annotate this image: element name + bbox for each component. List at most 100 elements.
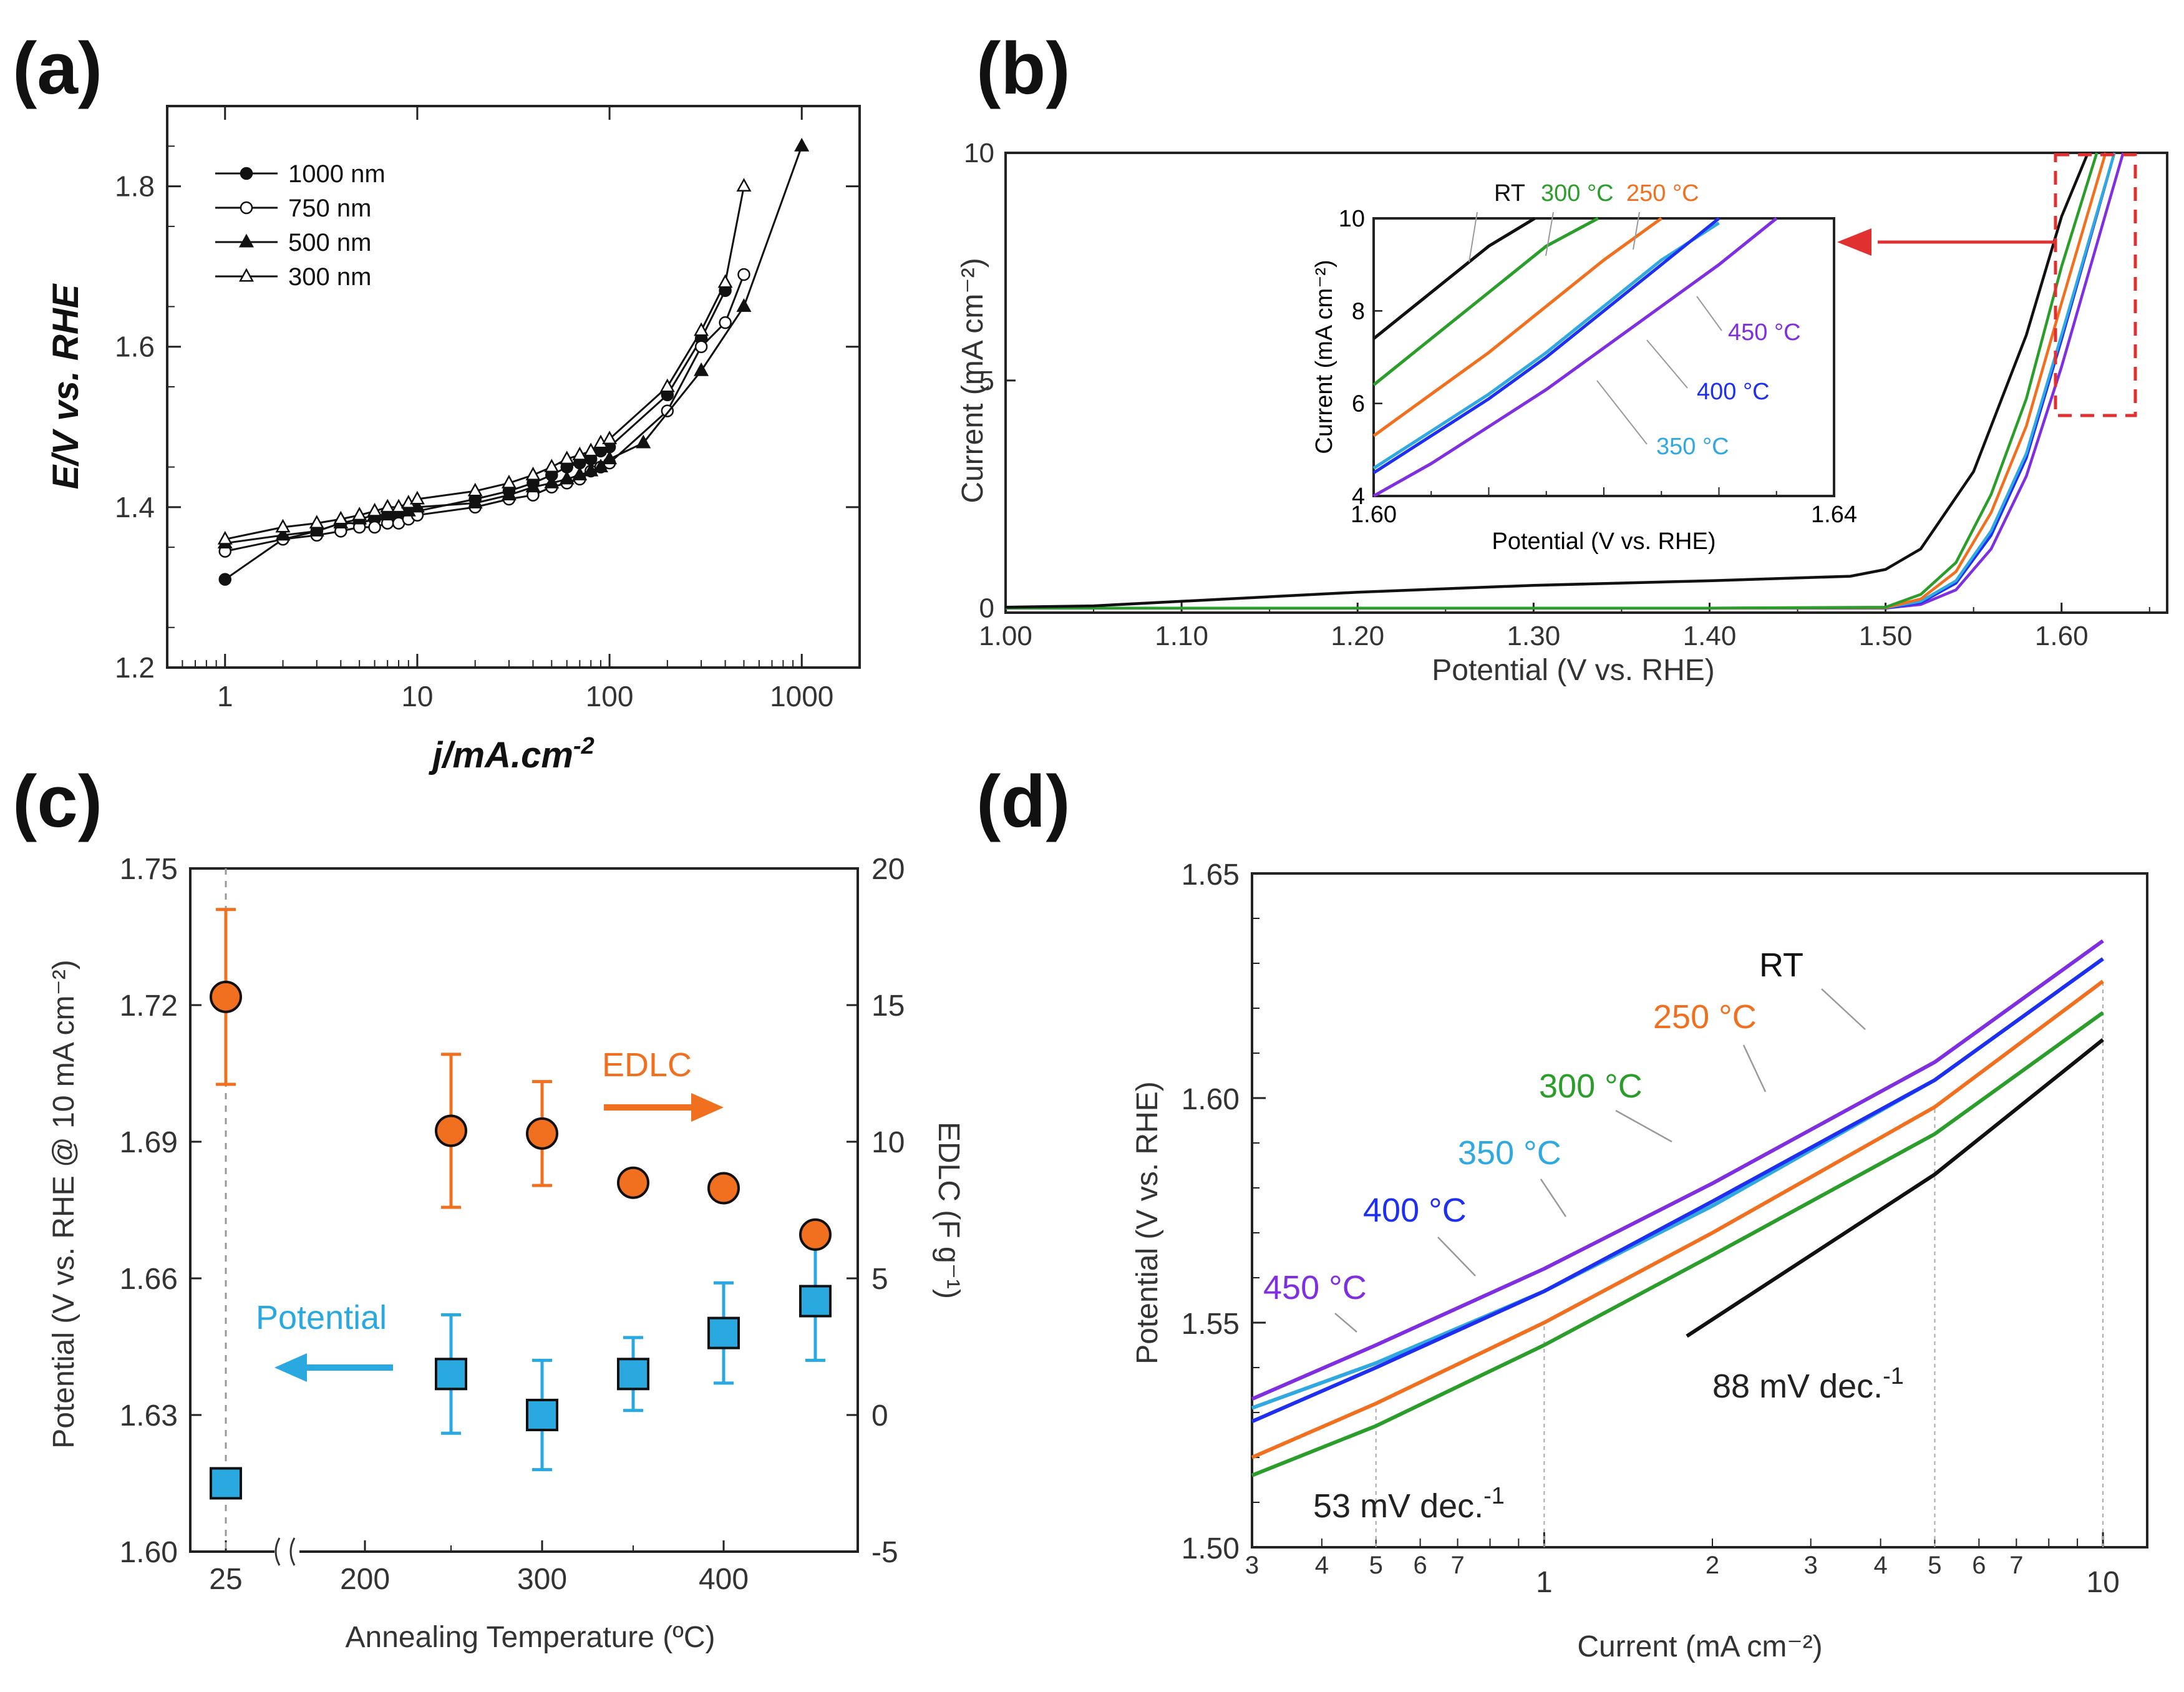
panel-d-x-minor-tick-label: 5 — [1928, 1552, 1941, 1579]
panel-b-inset-series-450-C — [1372, 217, 1778, 498]
panel-a-point-500-nm — [380, 507, 396, 521]
panel-b-inset-series-label: 250 °C — [1626, 180, 1699, 207]
panel-d-label-leader — [1334, 1313, 1357, 1333]
panel-a-point-500-nm — [736, 298, 752, 312]
panel-b-inset-y-tick-label: 8 — [1352, 298, 1365, 324]
panel-a-point-300-nm — [217, 530, 233, 545]
panel-c-x-axis-label: Annealing Temperature (ºC) — [346, 1621, 716, 1654]
panel-a-x-axis-label: j/mA.cm-2 — [428, 733, 594, 776]
panel-d-series-RT — [1686, 1038, 2104, 1338]
panel-b-inset-series — [1372, 216, 1778, 498]
panel-c-right-y-tick-label: 20 — [871, 853, 905, 886]
panel-b-inset-x-tick-label: 1.60 — [1351, 502, 1397, 528]
panel-a-point-300-nm — [583, 442, 599, 457]
panel-d-plot-frame — [1251, 872, 2148, 1549]
panel-c-left-y-tick-label: 1.60 — [120, 1536, 178, 1569]
panel-b-inset-y-tick-label: 10 — [1339, 206, 1365, 232]
panel-a-point-300-nm — [501, 474, 517, 489]
panel-b-inset-ticks: 1.60 1.64 4 6 8 10 — [1339, 206, 1857, 528]
panel-c-axis-break — [274, 1537, 296, 1566]
panel-d-label-leader — [1615, 1109, 1672, 1143]
panel-b-series — [1005, 152, 2125, 610]
panel-a-point-750-nm — [719, 316, 732, 329]
panel-b-x-tick-label: 1.00 — [979, 621, 1032, 651]
panel-b-inset-y-axis-label: Current (mA cm⁻²) — [1311, 260, 1337, 454]
panel-a-point-300-nm — [572, 446, 588, 460]
panel-a-point-1000-nm — [218, 573, 232, 586]
panel-label-a: (a) — [12, 27, 102, 110]
panel-b-inset-series-label: 450 °C — [1728, 319, 1801, 346]
panel-d-label-leader — [1540, 1179, 1567, 1217]
panel-c-plot-frame — [189, 867, 859, 1553]
panel-a-x-tick-label: 100 — [586, 680, 634, 712]
panel-b-inset-series-label: 300 °C — [1541, 180, 1614, 207]
panel-d-slope-annotation-88: 88 mV dec.-1 — [1712, 1363, 1904, 1405]
panel-c-right-y-tick-label: 15 — [871, 989, 905, 1023]
panel-a-x-tick-label: 1000 — [770, 680, 833, 712]
panel-a-point-300-nm — [602, 430, 618, 445]
panel-a-legend-marker — [238, 268, 255, 282]
panel-c-potential-arrowhead — [274, 1353, 307, 1382]
panel-c-left-y-tick-label: 1.69 — [120, 1126, 178, 1159]
panel-a-point-500-nm — [309, 523, 324, 537]
panel-a-legend-marker — [240, 201, 253, 215]
panel-d-series-label: 300 °C — [1539, 1067, 1643, 1105]
panel-d-x-major-tick-label: 1 — [1536, 1566, 1553, 1599]
panel-d-label-leader — [1742, 1044, 1767, 1092]
panel-d-series-300-C — [1251, 1011, 2104, 1477]
panel-a-legend-marker — [240, 167, 253, 180]
panel-a-point-500-nm — [602, 450, 618, 465]
panel-c-edlc-annotation: EDLC — [602, 1046, 692, 1084]
panel-c-edlc-point — [210, 980, 242, 1013]
panel-d-y-tick-label: 1.50 — [1182, 1532, 1240, 1565]
panel-b-inset-label-leader — [1596, 380, 1648, 445]
panel-c-potential-point — [617, 1358, 649, 1391]
panel-d-series-label: 250 °C — [1653, 998, 1757, 1036]
panel-d-label-leader — [1821, 988, 1866, 1030]
panel-b-inset-label-leader — [1646, 339, 1688, 389]
panel-a-point-500-nm — [593, 459, 609, 473]
panel-b-x-tick-label: 1.40 — [1683, 621, 1737, 651]
panel-c-x-tick-label: 200 — [340, 1563, 390, 1596]
panel-a-point-300-nm — [352, 507, 367, 521]
panel-label-b: (b) — [976, 27, 1070, 110]
panel-b-inset-series-label: 400 °C — [1697, 379, 1770, 405]
panel-d-slope-annotation-53: 53 mV dec.-1 — [1313, 1483, 1505, 1525]
panel-b-zoom-box — [2054, 153, 2137, 417]
panel-a-point-500-nm — [559, 470, 575, 485]
panel-b-inset-series-300-C — [1372, 216, 1599, 386]
panel-b-series-300-C — [1006, 152, 2099, 610]
panel-a-point-500-nm — [583, 462, 599, 477]
panel-c-left-y-tick-label: 1.66 — [120, 1263, 178, 1296]
panel-d-x-axis-label: Current (mA cm⁻²) — [1577, 1630, 1822, 1663]
panel-a-x-tick-label: 1 — [217, 680, 233, 712]
panel-d-series-250-C — [1251, 980, 2104, 1459]
panel-a-chart: 1 10 100 1000 1.2 1.4 1.6 1.8 1000 nm 750 nm 500 … — [46, 105, 861, 776]
panel-a-legend-label: 750 nm — [288, 195, 371, 222]
panel-d-label-leader — [1437, 1237, 1476, 1276]
panel-b-chart: 1.00 1.10 1.20 1.30 1.40 1.50 1.60 0 5 10 Potenti… — [956, 138, 2168, 687]
panel-c-series — [210, 908, 832, 1500]
panel-b-inset-x-tick-label: 1.64 — [1811, 502, 1857, 528]
panel-c-left-y-tick-label: 1.75 — [120, 853, 178, 886]
panel-b-y-tick-label: 10 — [964, 138, 994, 168]
panel-c-potential-point — [210, 1467, 242, 1500]
panel-d-y-tick-label: 1.55 — [1182, 1308, 1240, 1341]
panel-d-series-450-C — [1251, 939, 2104, 1401]
panel-b-inset-label-leader — [1633, 212, 1640, 250]
panel-c-right-y-tick-label: 0 — [871, 1399, 888, 1432]
panel-a-x-tick-label: 10 — [401, 680, 433, 712]
panel-a-point-500-nm — [572, 467, 588, 480]
panel-a-y-axis-label: E/V vs. RHE — [46, 283, 86, 489]
panel-b-inset-labels: RT 300 °C 250 °C 450 °C 400 °C 350 °C — [1468, 180, 1801, 460]
panel-a-point-750-nm — [737, 268, 750, 281]
panel-a-y-tick-label: 1.4 — [115, 491, 155, 523]
panel-a-point-300-nm — [275, 518, 291, 533]
panel-a-point-500-nm — [275, 527, 291, 541]
panel-d-x-minor-tick-label: 4 — [1874, 1552, 1888, 1579]
panel-c-right-y-tick-label: 10 — [871, 1126, 905, 1159]
panel-c-edlc-point — [435, 1114, 467, 1147]
panel-b-ticks: 1.00 1.10 1.20 1.30 1.40 1.50 1.60 0 5 10 — [964, 138, 2150, 651]
panel-b-x-tick-label: 1.30 — [1507, 621, 1561, 651]
panel-c-ticks: 25 200 300 400 1.60 1.63 1.66 1.69 1.72 1.75 -5 0 5 1… — [120, 853, 905, 1596]
